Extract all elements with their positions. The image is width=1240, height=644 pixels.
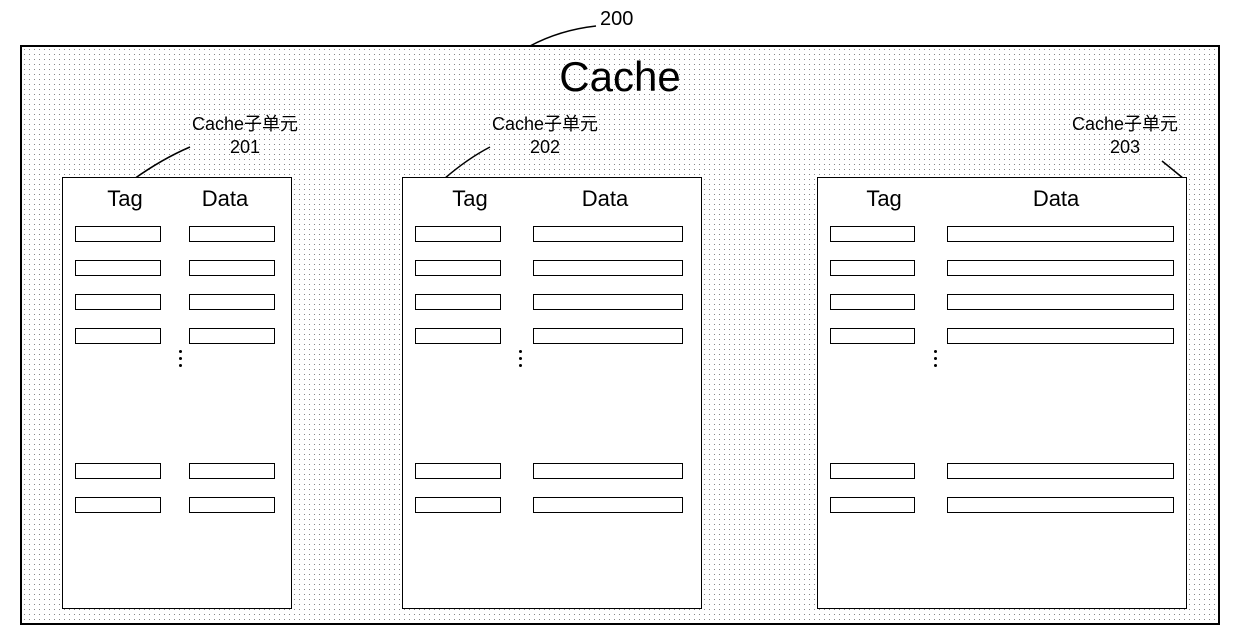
cache-container: Cache Cache子单元 201 Tag Data Cache子单元 202	[20, 45, 1220, 625]
tag-cell	[830, 497, 915, 513]
tag-cell	[75, 226, 161, 242]
subunit-202: Tag Data	[402, 177, 702, 609]
tag-cell	[415, 260, 501, 276]
rows-bottom	[415, 463, 689, 513]
rows-bottom	[75, 463, 279, 513]
tag-cell	[415, 463, 501, 479]
vdots-icon	[175, 350, 185, 367]
tag-cell	[830, 260, 915, 276]
data-cell	[947, 463, 1174, 479]
cache-row	[830, 463, 1174, 479]
leader-202	[382, 47, 582, 187]
tag-cell	[75, 260, 161, 276]
leader-203	[1072, 47, 1232, 187]
tag-header: Tag	[75, 186, 175, 212]
tag-cell	[830, 294, 915, 310]
tag-cell	[415, 328, 501, 344]
col-headers: Tag Data	[415, 186, 689, 212]
cache-row	[415, 294, 689, 310]
rows-top	[75, 226, 279, 344]
rows-top	[830, 226, 1174, 344]
data-cell	[947, 260, 1174, 276]
data-cell	[189, 497, 275, 513]
cache-row	[415, 497, 689, 513]
subunit-203: Tag Data	[817, 177, 1187, 609]
tag-cell	[75, 328, 161, 344]
tag-cell	[830, 328, 915, 344]
cache-row	[415, 463, 689, 479]
leader-201	[22, 47, 322, 187]
tag-cell	[75, 294, 161, 310]
cache-row	[75, 294, 279, 310]
tag-cell	[415, 497, 501, 513]
tag-cell	[830, 226, 915, 242]
data-cell	[947, 328, 1174, 344]
data-cell	[947, 294, 1174, 310]
rows-top	[415, 226, 689, 344]
cache-row	[830, 294, 1174, 310]
cache-row	[75, 328, 279, 344]
data-cell	[533, 294, 683, 310]
tag-header: Tag	[415, 186, 525, 212]
cache-row	[75, 497, 279, 513]
tag-cell	[415, 294, 501, 310]
col-headers: Tag Data	[75, 186, 279, 212]
cache-row	[75, 463, 279, 479]
data-header: Data	[525, 186, 685, 212]
cache-row	[415, 260, 689, 276]
cache-row	[415, 328, 689, 344]
cache-row	[75, 260, 279, 276]
cache-row	[75, 226, 279, 242]
tag-cell	[830, 463, 915, 479]
tag-cell	[75, 497, 161, 513]
data-cell	[189, 463, 275, 479]
cache-row	[830, 497, 1174, 513]
data-cell	[189, 294, 275, 310]
data-cell	[533, 328, 683, 344]
cache-row	[830, 328, 1174, 344]
data-cell	[189, 226, 275, 242]
data-cell	[189, 328, 275, 344]
data-cell	[189, 260, 275, 276]
data-cell	[947, 497, 1174, 513]
vdots-icon	[930, 350, 940, 367]
cache-row	[830, 260, 1174, 276]
data-cell	[533, 463, 683, 479]
cache-row	[830, 226, 1174, 242]
cache-row	[415, 226, 689, 242]
data-cell	[533, 497, 683, 513]
data-cell	[533, 226, 683, 242]
data-header: Data	[938, 186, 1174, 212]
tag-cell	[415, 226, 501, 242]
subunit-201: Tag Data	[62, 177, 292, 609]
vdots-icon	[515, 350, 525, 367]
tag-cell	[75, 463, 161, 479]
rows-bottom	[830, 463, 1174, 513]
col-headers: Tag Data	[830, 186, 1174, 212]
data-header: Data	[175, 186, 275, 212]
data-cell	[533, 260, 683, 276]
data-cell	[947, 226, 1174, 242]
tag-header: Tag	[830, 186, 938, 212]
